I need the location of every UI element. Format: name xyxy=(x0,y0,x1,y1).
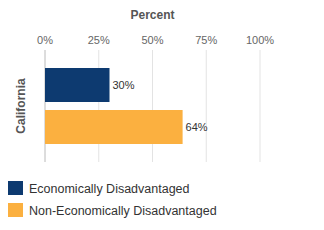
category-label: California xyxy=(14,78,28,134)
bar xyxy=(45,68,110,102)
axis-title: Percent xyxy=(130,8,174,22)
legend-label: Economically Disadvantaged xyxy=(29,182,190,196)
legend-swatch xyxy=(8,203,23,217)
grid-line xyxy=(98,50,99,162)
data-label: 64% xyxy=(186,121,208,133)
tick-label: 25% xyxy=(88,34,110,46)
data-label: 30% xyxy=(113,79,135,91)
grid-line xyxy=(45,50,46,162)
legend-label: Non-Economically Disadvantaged xyxy=(29,204,217,218)
grid-line xyxy=(206,50,207,162)
tick-label: 75% xyxy=(195,34,217,46)
tick-label: 100% xyxy=(246,34,274,46)
grid-line xyxy=(260,50,261,162)
tick-label: 0% xyxy=(37,34,53,46)
tick-label: 50% xyxy=(141,34,163,46)
legend-swatch xyxy=(8,181,23,195)
axis-line xyxy=(45,50,46,162)
bars xyxy=(45,68,183,144)
bar xyxy=(45,110,183,144)
chart: Percent 0% 25% 50% 75% 100% California 30% 64% Ec… xyxy=(0,0,324,230)
grid-line xyxy=(152,50,153,162)
